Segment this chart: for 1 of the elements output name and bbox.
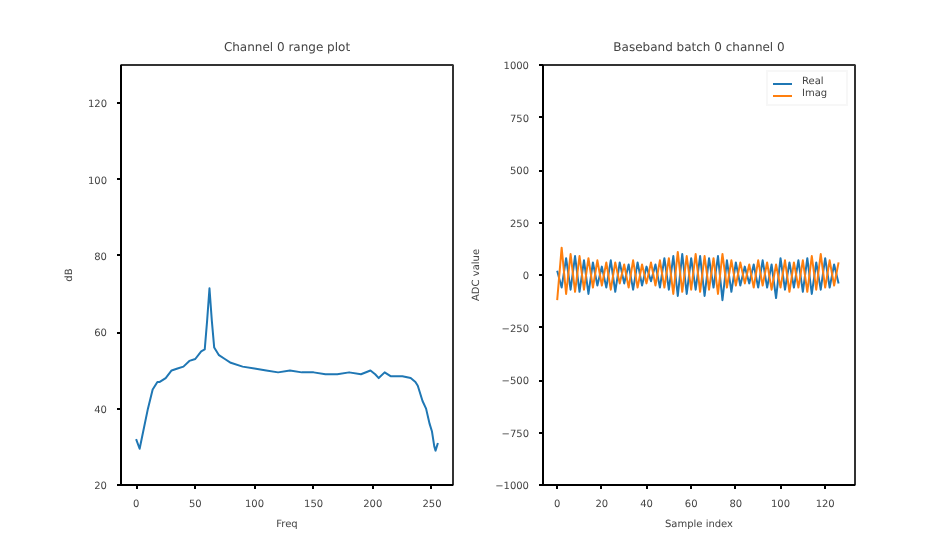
line-series	[135, 287, 439, 452]
